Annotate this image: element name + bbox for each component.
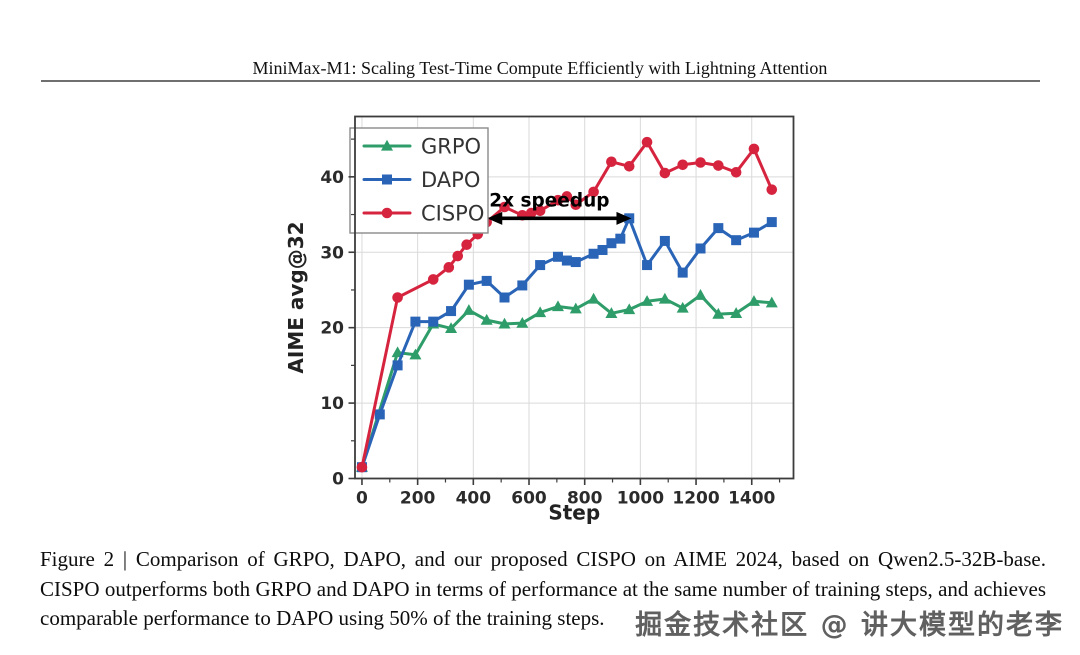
series-grpo — [355, 289, 778, 472]
arrowhead-left-icon — [487, 211, 503, 225]
figure-caption: Figure 2 | Comparison of GRPO, DAPO, and… — [40, 547, 1046, 630]
legend-label-grpo: GRPO — [421, 135, 481, 159]
y-axis-label: AIME avg@32 — [284, 221, 308, 373]
legend-item-dapo: DAPO — [362, 168, 480, 192]
x-axis-label: Step — [548, 501, 600, 525]
y-tick-label: 40 — [320, 168, 344, 188]
x-tick-label: 400 — [456, 489, 492, 509]
watermark-text: 掘金技术社区 @ 讲大模型的老李 — [635, 610, 1064, 641]
y-tick-label: 30 — [320, 243, 344, 263]
x-tick-label: 1000 — [617, 489, 664, 509]
legend-label-dapo: DAPO — [421, 168, 480, 192]
paper-running-title: MiniMax-M1: Scaling Test-Time Compute Ef… — [252, 58, 828, 78]
legend: GRPO DAPO CISPO — [349, 127, 489, 234]
series-dapo — [356, 213, 777, 473]
axis-ticks: 0 200 400 600 800 1000 1200 1400 0 10 20 30 40 — [320, 138, 781, 509]
x-tick-label: 1400 — [728, 489, 775, 509]
figure-2: 2x speedup GRPO DAPO CISPO 0 200 400 600 800 1000… — [270, 95, 830, 535]
x-tick-label: 600 — [511, 489, 547, 509]
plot-border — [354, 115, 795, 480]
y-tick-label: 10 — [320, 394, 344, 414]
x-tick-label: 0 — [356, 489, 368, 509]
y-tick-label: 20 — [320, 319, 344, 339]
legend-item-grpo: GRPO — [362, 135, 481, 159]
x-tick-label: 200 — [400, 489, 436, 509]
legend-label-cispo: CISPO — [421, 202, 484, 226]
x-tick-label: 800 — [567, 489, 603, 509]
x-tick-label: 1200 — [672, 489, 719, 509]
speedup-label: 2x speedup — [489, 190, 609, 211]
speedup-annotation: 2x speedup — [487, 190, 632, 225]
series-cispo — [356, 136, 778, 473]
legend-item-cispo: CISPO — [362, 202, 484, 226]
y-tick-label: 0 — [332, 470, 344, 490]
arrowhead-right-icon — [616, 211, 632, 225]
header-divider — [41, 80, 1040, 82]
